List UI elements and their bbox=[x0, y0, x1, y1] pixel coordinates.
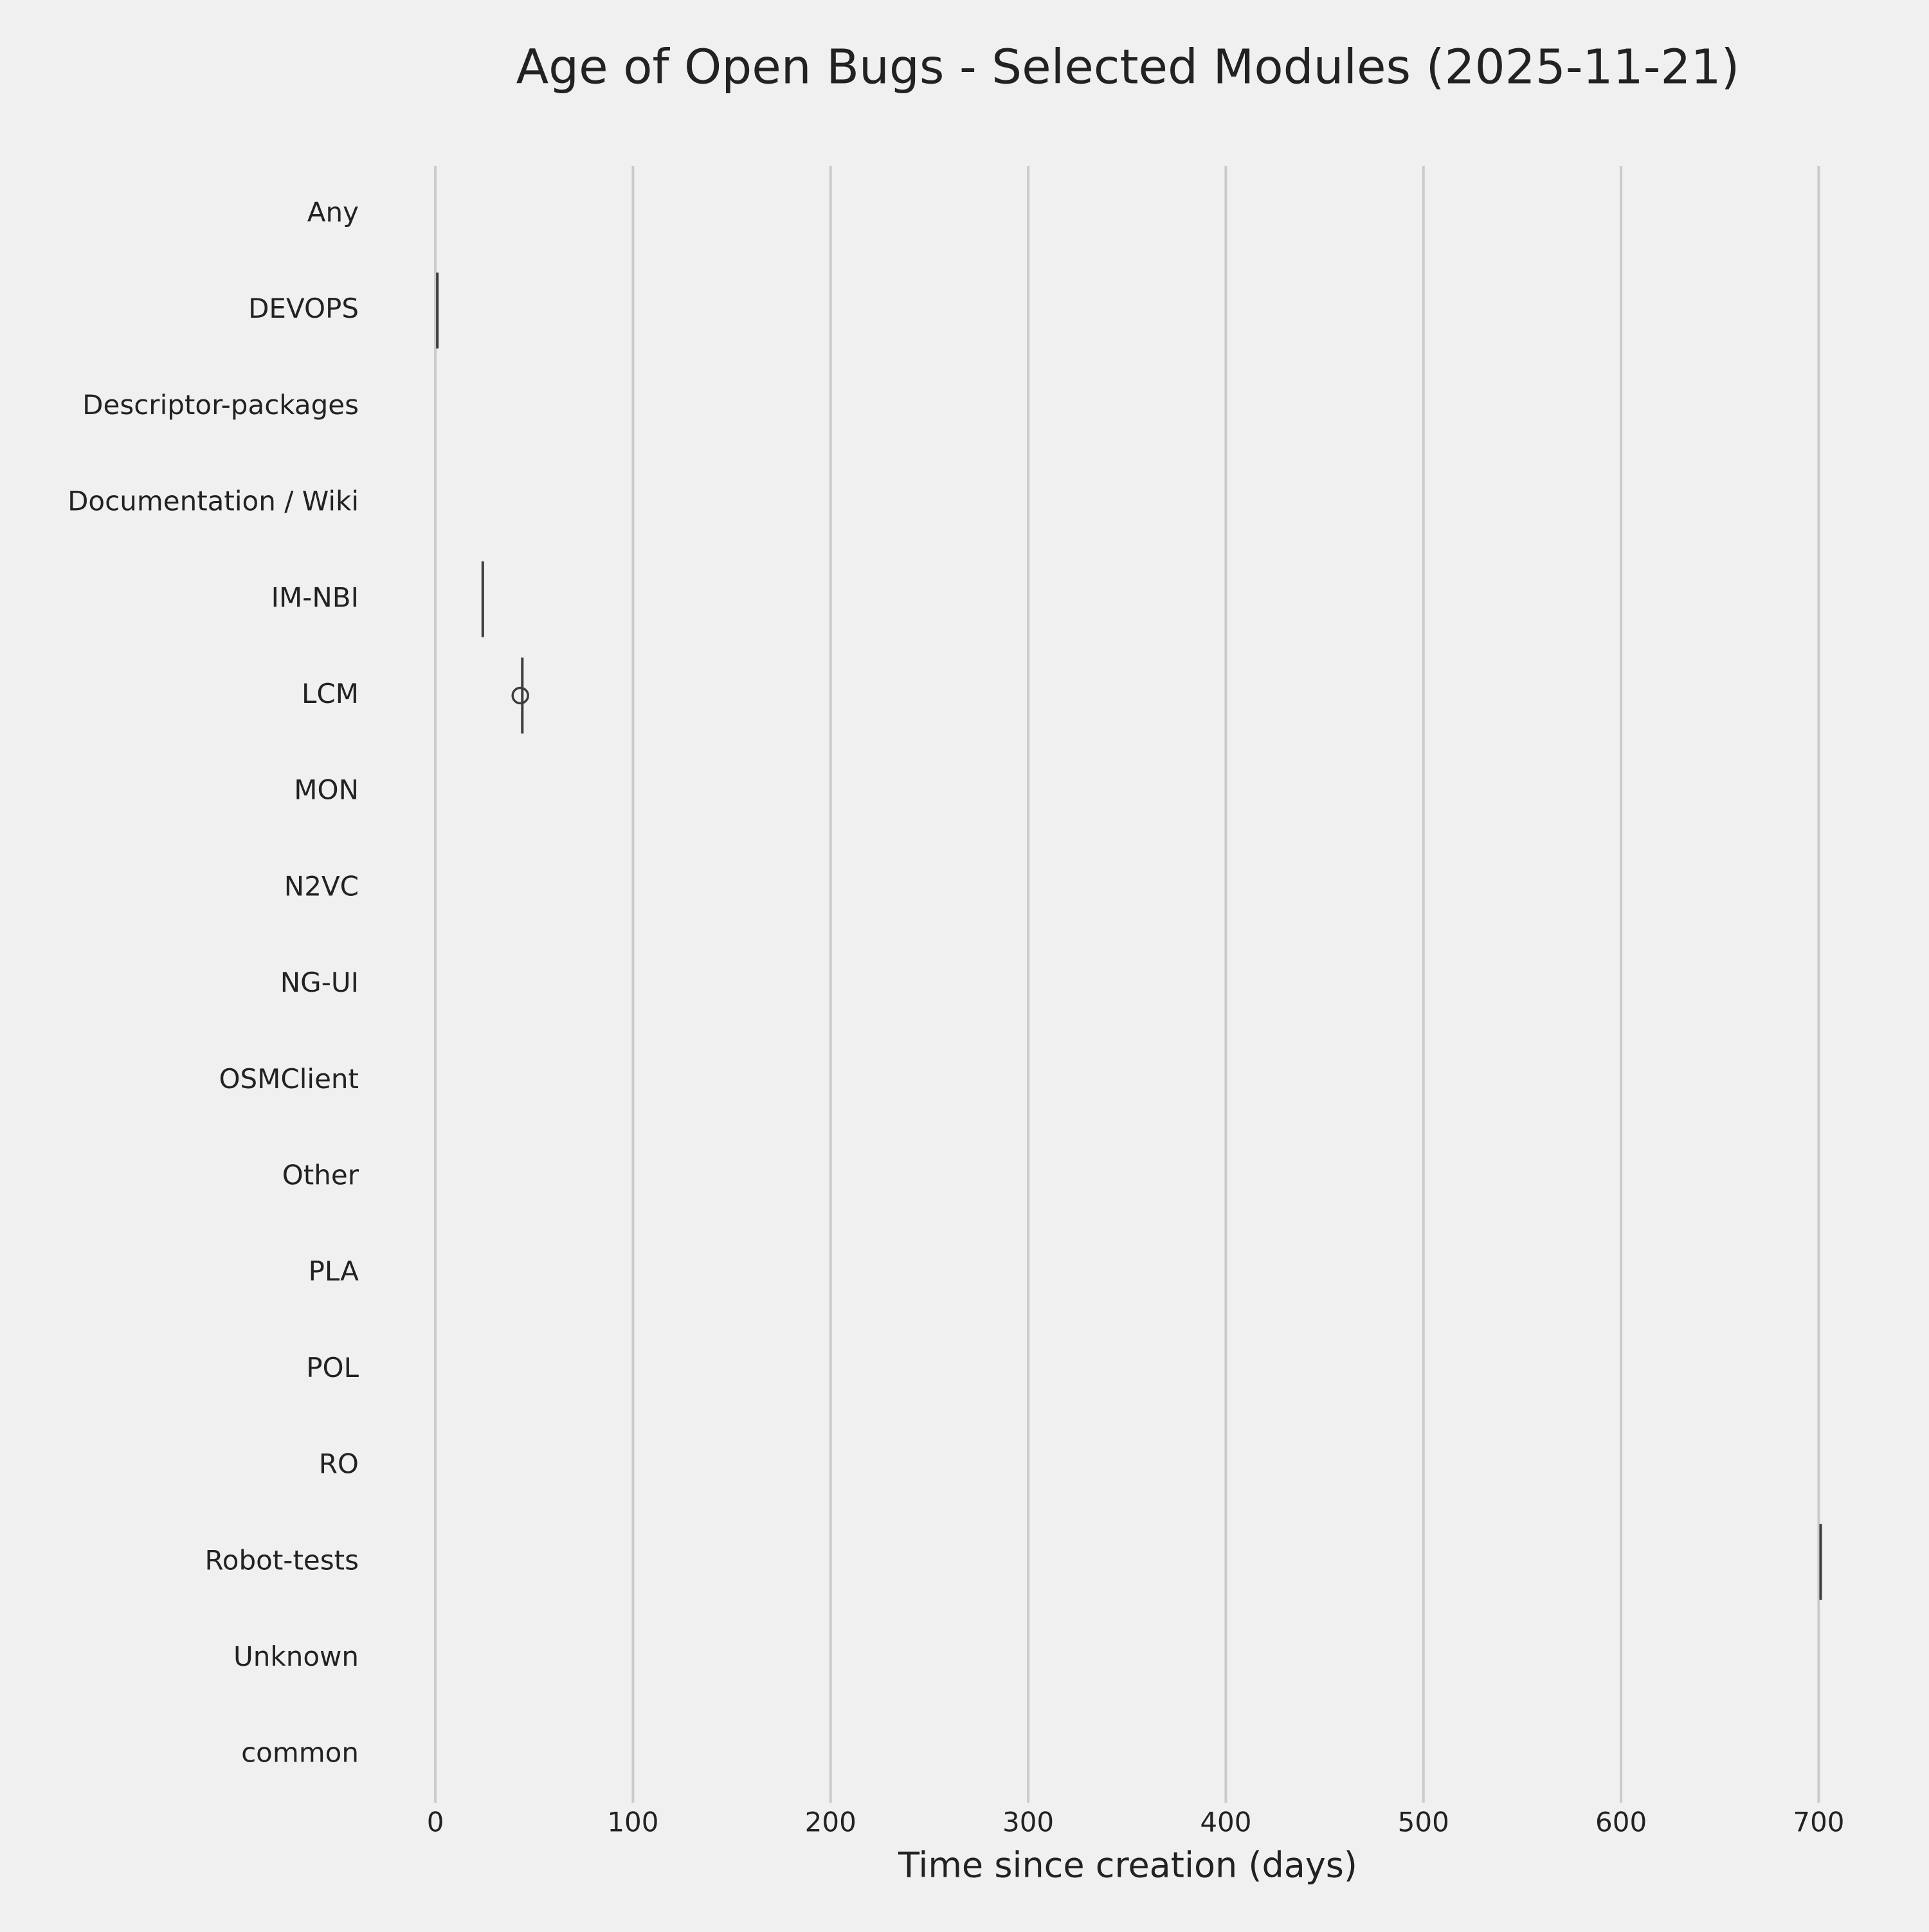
x-tick-label: 0 bbox=[427, 1807, 444, 1838]
y-tick-label: Other bbox=[282, 1160, 359, 1191]
y-tick-label: PLA bbox=[309, 1255, 359, 1287]
y-tick-label: LCM bbox=[302, 678, 359, 709]
x-tick-label: 700 bbox=[1793, 1807, 1844, 1838]
x-tick-label: 300 bbox=[1002, 1807, 1054, 1838]
y-tick-label: Unknown bbox=[233, 1641, 359, 1672]
y-tick-label: Robot-tests bbox=[204, 1544, 359, 1576]
chart-title: Age of Open Bugs - Selected Modules (202… bbox=[516, 40, 1740, 95]
y-tick-label: Documentation / Wiki bbox=[68, 486, 359, 517]
y-tick-label: POL bbox=[306, 1352, 359, 1383]
x-axis-label: Time since creation (days) bbox=[898, 1845, 1357, 1886]
x-tick-label: 500 bbox=[1398, 1807, 1449, 1838]
y-tick-label: Any bbox=[307, 197, 359, 228]
outlier bbox=[511, 686, 529, 705]
y-tick-label: IM-NBI bbox=[271, 581, 359, 613]
y-tick-label: NG-UI bbox=[280, 967, 359, 998]
y-tick-label: RO bbox=[319, 1448, 359, 1480]
y-tick-label: common bbox=[241, 1737, 359, 1769]
y-tick-label: N2VC bbox=[284, 870, 359, 902]
x-tick-label: 400 bbox=[1200, 1807, 1251, 1838]
y-tick-label: OSMClient bbox=[219, 1063, 359, 1095]
y-tick-label: DEVOPS bbox=[248, 293, 359, 324]
x-tick-label: 200 bbox=[805, 1807, 856, 1838]
y-tick-label: MON bbox=[294, 774, 359, 806]
x-tick-label: 600 bbox=[1595, 1807, 1647, 1838]
y-tick-label: Descriptor-packages bbox=[82, 389, 359, 421]
x-tick-label: 100 bbox=[607, 1807, 658, 1838]
